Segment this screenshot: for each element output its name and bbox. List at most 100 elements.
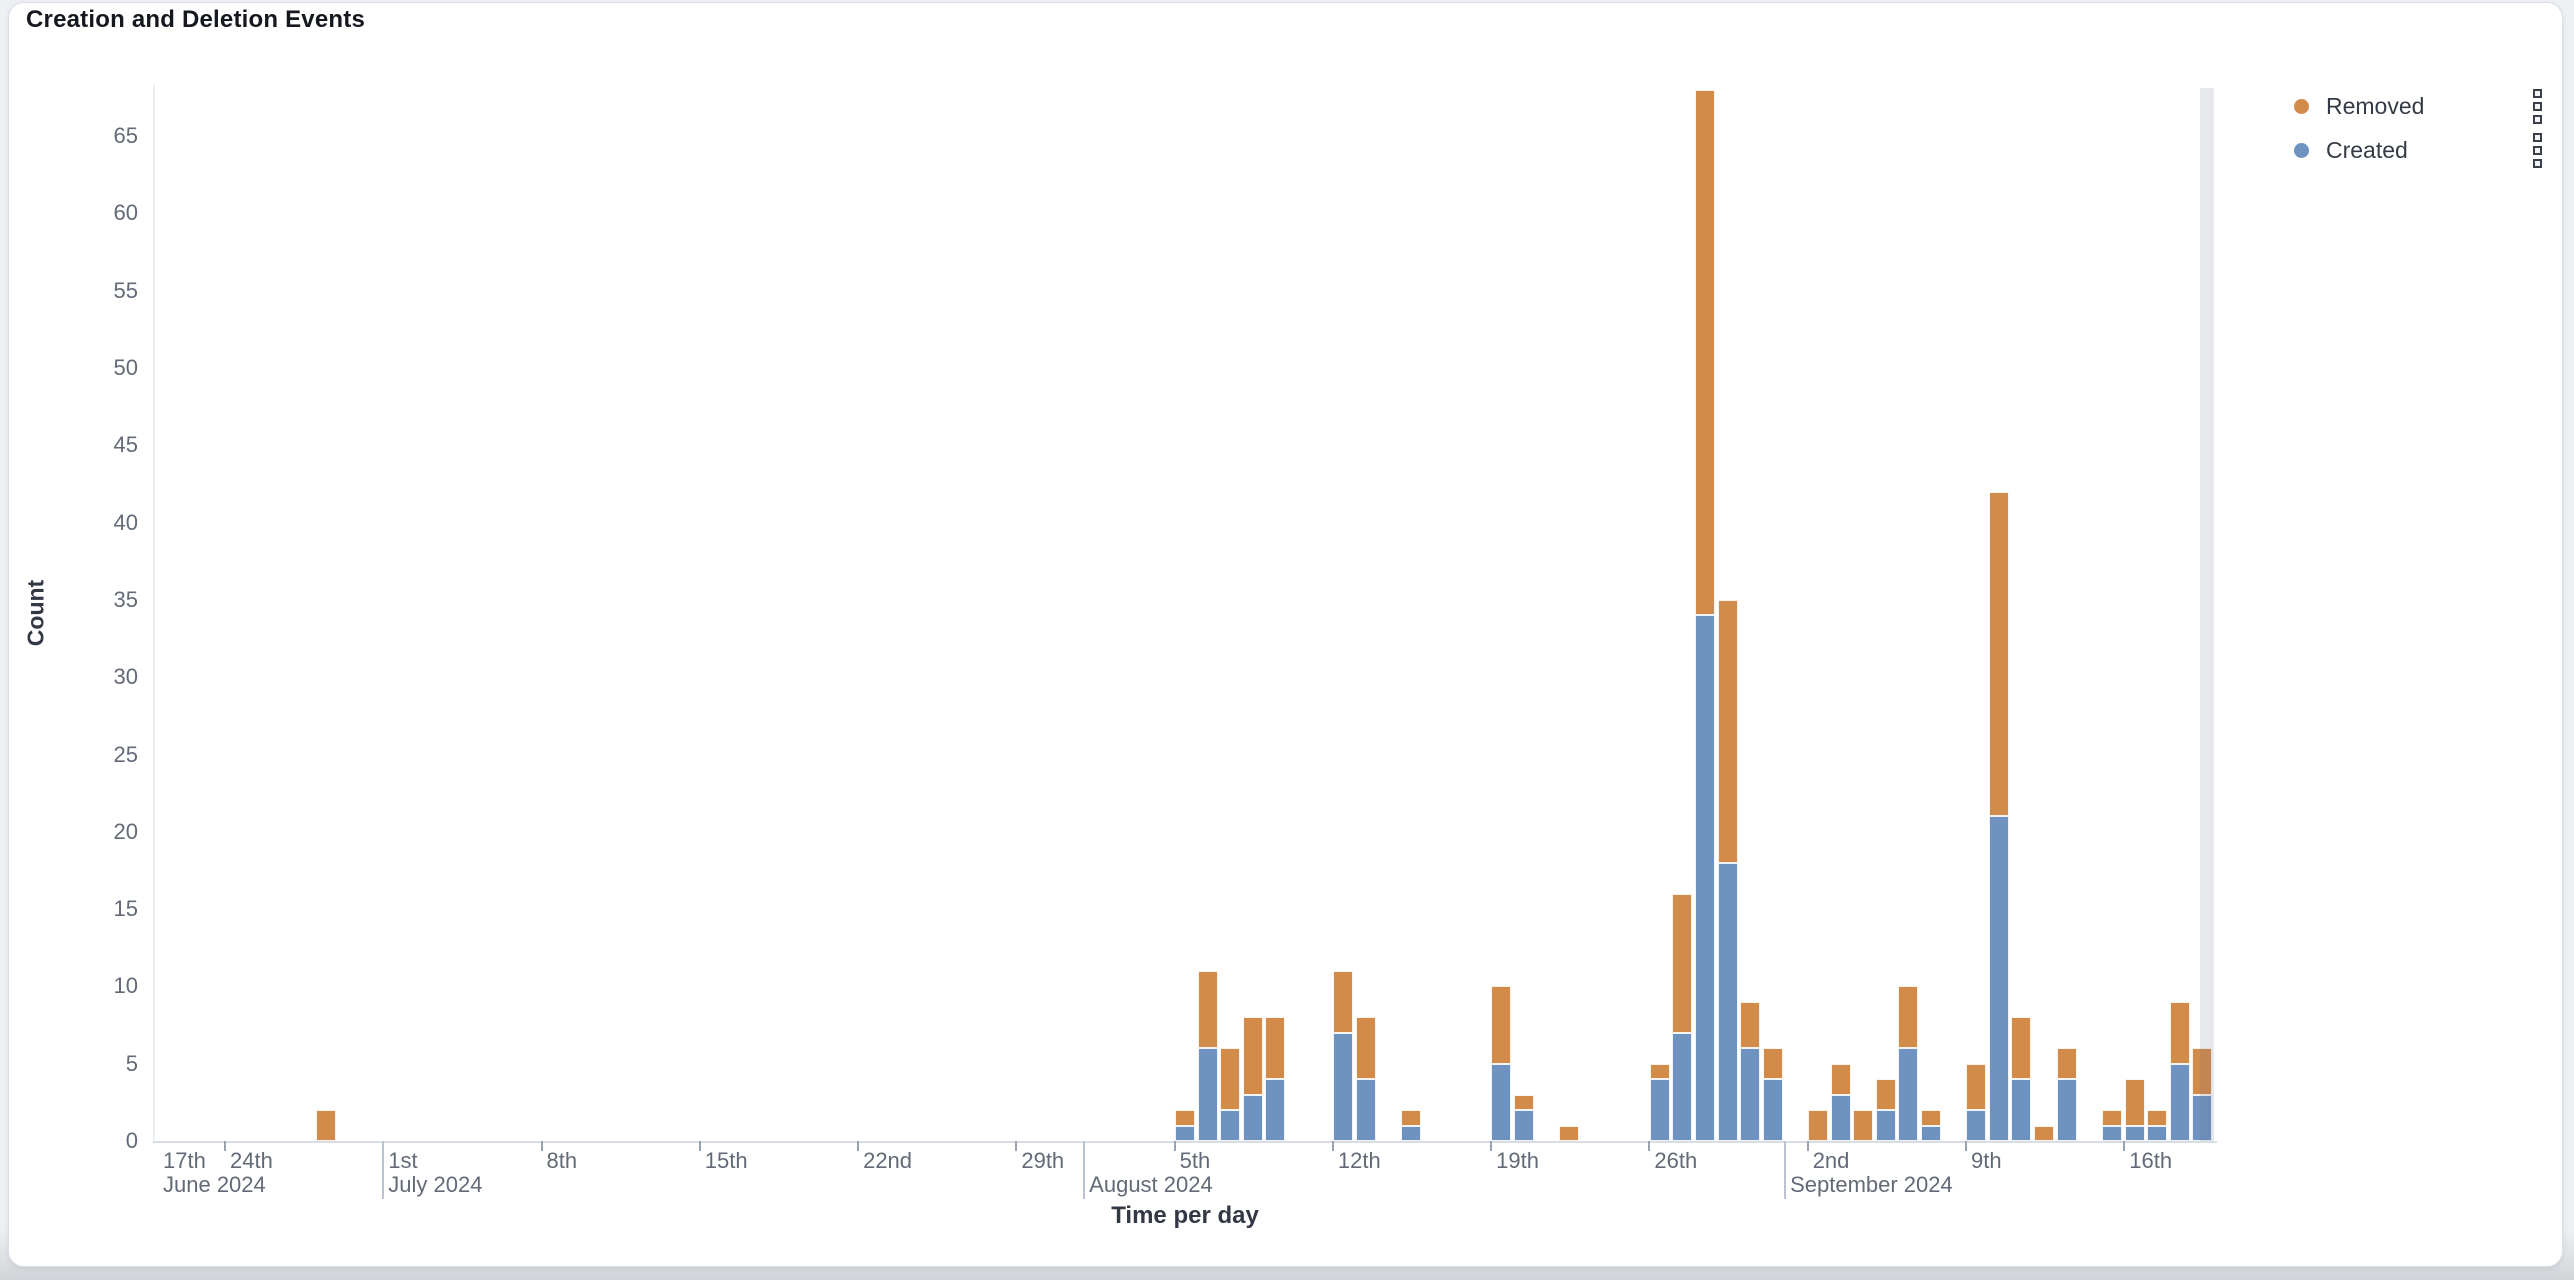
y-axis-tick-label: 25 <box>113 741 138 767</box>
bar-segment-created[interactable] <box>2124 1125 2145 1141</box>
x-axis-tick-label: 16th <box>2129 1148 2173 1173</box>
month-boundary-line <box>1083 1141 1086 1199</box>
bar-segment-removed[interactable] <box>1717 599 1738 863</box>
bar-segment-created[interactable] <box>1649 1079 1670 1141</box>
bar-segment-created[interactable] <box>2192 1094 2213 1141</box>
bar-segment-created[interactable] <box>2011 1079 2032 1141</box>
x-axis-tick-mark <box>1964 1141 1967 1151</box>
bar-segment-removed[interactable] <box>315 1110 336 1141</box>
bar-segment-removed[interactable] <box>2034 1125 2055 1141</box>
x-axis-tick-mark <box>1331 1141 1334 1151</box>
bar-segment-created[interactable] <box>2056 1079 2077 1141</box>
bar-segment-removed[interactable] <box>1762 1048 1783 1080</box>
y-axis-tick-label: 45 <box>113 432 138 458</box>
x-axis-tick-label: 12th <box>1337 1148 1381 1173</box>
bar-segment-removed[interactable] <box>1174 1110 1195 1126</box>
legend-item-actions-icon[interactable] <box>2533 131 2542 170</box>
y-axis-tick-label: 55 <box>113 277 138 303</box>
bar-segment-created[interactable] <box>1988 816 2009 1141</box>
bar-segment-created[interactable] <box>2169 1063 2190 1141</box>
bar-segment-created[interactable] <box>1197 1048 1218 1141</box>
y-axis-tick-label: 65 <box>113 123 138 149</box>
x-axis-tick-label: 15th <box>704 1148 748 1173</box>
legend-item-actions-icon[interactable] <box>2533 87 2542 126</box>
x-axis-tick-label: 8th <box>546 1148 578 1173</box>
bar-segment-created[interactable] <box>1242 1094 1263 1141</box>
bar-segment-removed[interactable] <box>1559 1125 1580 1141</box>
legend-item-removed[interactable]: Removed <box>2294 84 2542 128</box>
bar-segment-removed[interactable] <box>1966 1063 1987 1111</box>
bar-segment-created[interactable] <box>1762 1079 1783 1141</box>
bar-segment-created[interactable] <box>1898 1048 1919 1141</box>
bar-segment-created[interactable] <box>1355 1079 1376 1141</box>
bar-segment-removed[interactable] <box>2192 1048 2213 1095</box>
x-axis-tick-label: 5th <box>1179 1148 1211 1173</box>
bar-segment-removed[interactable] <box>1355 1017 1376 1080</box>
bar-segment-removed[interactable] <box>1265 1017 1286 1080</box>
legend-item-label: Removed <box>2326 92 2425 119</box>
bar-segment-created[interactable] <box>1265 1079 1286 1141</box>
bar-segment-removed[interactable] <box>2011 1017 2032 1080</box>
bar-segment-removed[interactable] <box>1875 1079 1896 1111</box>
bar-segment-removed[interactable] <box>1401 1110 1422 1126</box>
bar-segment-removed[interactable] <box>1898 986 1919 1049</box>
bar-segment-removed[interactable] <box>2101 1110 2122 1126</box>
bar-segment-removed[interactable] <box>1649 1063 1670 1080</box>
bar-segment-created[interactable] <box>1875 1110 1896 1141</box>
bar-segment-removed[interactable] <box>1197 970 1218 1049</box>
bar-segment-removed[interactable] <box>1333 970 1354 1033</box>
y-axis-tick-label: 40 <box>113 509 138 535</box>
bar-segment-removed[interactable] <box>2147 1110 2168 1126</box>
bar-segment-removed[interactable] <box>1921 1110 1942 1126</box>
bar-segment-created[interactable] <box>1694 615 1715 1141</box>
bar-segment-removed[interactable] <box>2169 1001 2190 1064</box>
bar-segment-created[interactable] <box>1333 1032 1354 1141</box>
x-axis-tick-label: 19th <box>1496 1148 1539 1173</box>
bar-segment-created[interactable] <box>2101 1125 2122 1141</box>
bar-segment-removed[interactable] <box>1694 89 1715 616</box>
bar-segment-removed[interactable] <box>1220 1048 1241 1111</box>
bar-segment-created[interactable] <box>1717 862 1738 1141</box>
bar-segment-created[interactable] <box>2147 1125 2168 1141</box>
x-axis-tick-label: 24th <box>230 1148 273 1173</box>
x-axis-line <box>153 1141 2217 1143</box>
bar-segment-removed[interactable] <box>1672 893 1693 1033</box>
y-axis-tick-label: 30 <box>113 664 138 690</box>
x-axis-tick-label: 9th <box>1970 1148 2002 1173</box>
x-axis-tick-label: 29th <box>1021 1148 1065 1173</box>
bar-segment-created[interactable] <box>1491 1063 1512 1141</box>
bar-segment-created[interactable] <box>1921 1125 1942 1141</box>
bar-segment-removed[interactable] <box>1853 1110 1874 1141</box>
y-axis-tick-label: 60 <box>113 200 138 226</box>
bar-segment-created[interactable] <box>1672 1032 1693 1141</box>
bar-segment-removed[interactable] <box>1514 1094 1535 1111</box>
bar-segment-removed[interactable] <box>1988 491 2009 817</box>
legend-item-label: Created <box>2326 136 2408 163</box>
x-axis-title: Time per day <box>1111 1202 1259 1229</box>
y-axis-title: Count <box>22 579 49 647</box>
legend-item-created[interactable]: Created <box>2294 128 2542 172</box>
bar-segment-removed[interactable] <box>2124 1079 2145 1126</box>
bar-segment-created[interactable] <box>1966 1110 1987 1141</box>
x-axis-tick-label: 22nd <box>863 1148 913 1173</box>
bar-segment-created[interactable] <box>1174 1125 1195 1141</box>
bar-segment-removed[interactable] <box>2056 1048 2077 1080</box>
x-axis-tick-mark <box>698 1141 701 1151</box>
x-axis-tick-label: 2nd <box>1812 1148 1850 1173</box>
y-axis-tick-label: 20 <box>113 818 138 844</box>
bar-segment-created[interactable] <box>1830 1094 1851 1141</box>
bar-segment-removed[interactable] <box>1491 986 1512 1064</box>
bar-segment-removed[interactable] <box>1830 1063 1851 1095</box>
x-axis-tick-mark <box>857 1141 860 1151</box>
bar-segment-removed[interactable] <box>1242 1017 1263 1095</box>
x-axis-tick-mark <box>1015 1141 1018 1151</box>
bar-segment-created[interactable] <box>1220 1110 1241 1141</box>
bar-segment-created[interactable] <box>1740 1048 1761 1141</box>
bar-segment-created[interactable] <box>1514 1110 1535 1141</box>
bar-segment-removed[interactable] <box>1808 1110 1828 1141</box>
bar-segment-removed[interactable] <box>1740 1001 1761 1049</box>
x-axis-tick-label: 26th <box>1654 1148 1698 1173</box>
x-axis-tick-mark <box>1648 1141 1651 1151</box>
bar-segment-created[interactable] <box>1401 1125 1422 1141</box>
